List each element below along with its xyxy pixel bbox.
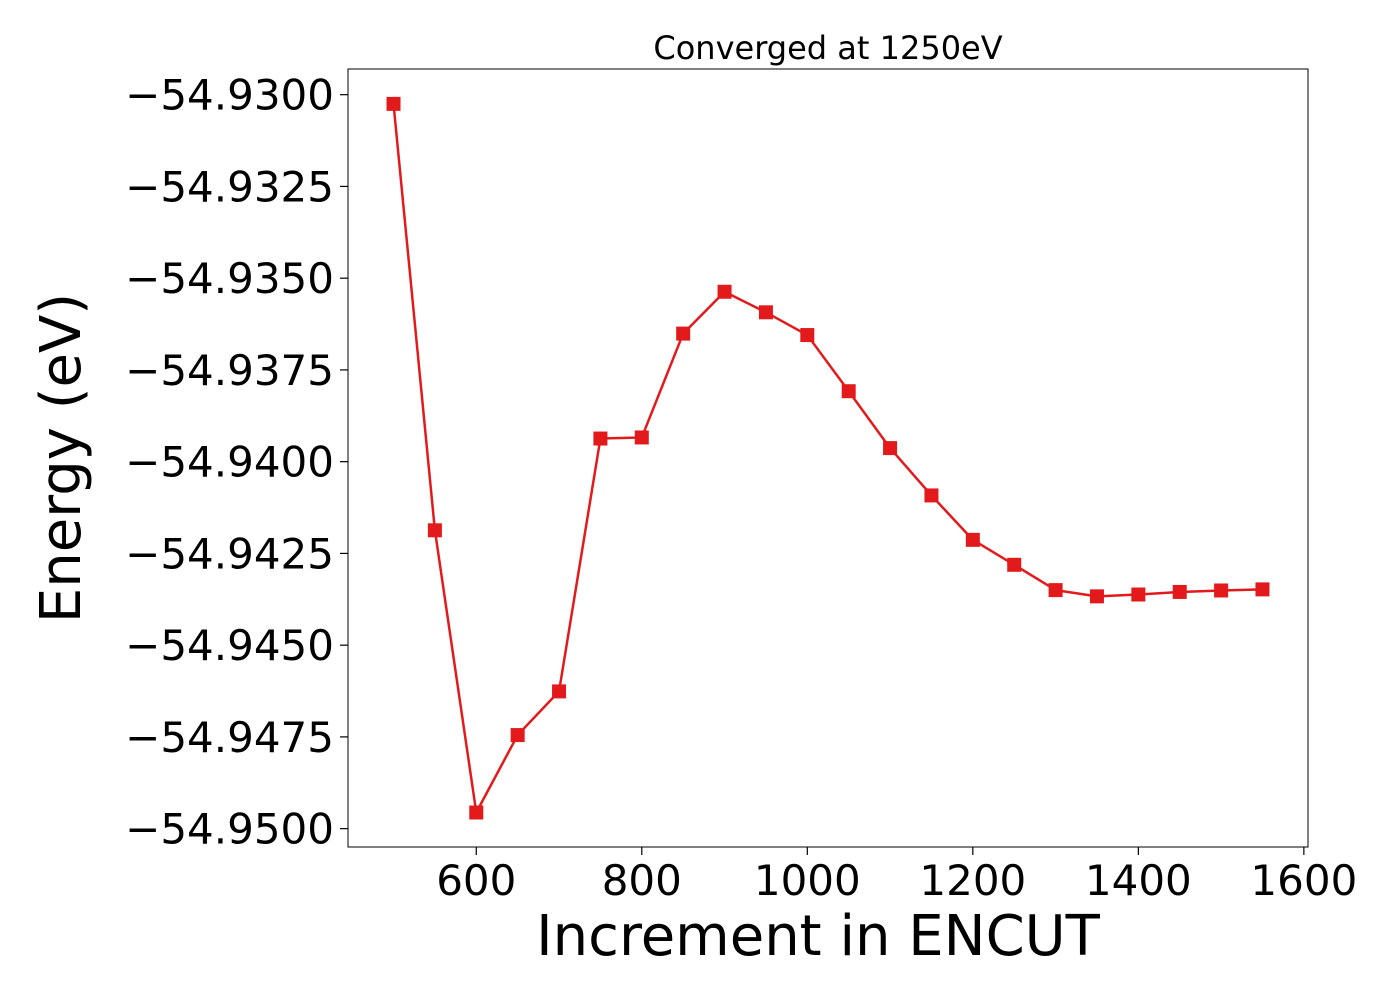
chart-title: Converged at 1250eV bbox=[653, 29, 1002, 67]
x-axis-label: Increment in ENCUT bbox=[536, 904, 1101, 969]
x-tick-label: 1600 bbox=[1250, 856, 1357, 905]
y-tick-label: −54.9500 bbox=[125, 805, 334, 854]
data-point bbox=[1255, 582, 1270, 597]
data-point bbox=[717, 284, 732, 299]
data-point bbox=[552, 684, 567, 699]
plot-frame bbox=[347, 68, 1309, 848]
y-tick-label: −54.9300 bbox=[125, 71, 334, 120]
data-point bbox=[883, 441, 898, 456]
data-point bbox=[676, 326, 691, 341]
data-point bbox=[1214, 583, 1229, 598]
y-tick-label: −54.9400 bbox=[125, 438, 334, 487]
x-tick-label: 1000 bbox=[754, 856, 861, 905]
data-point bbox=[510, 728, 525, 743]
data-point bbox=[593, 431, 608, 446]
data-point bbox=[924, 488, 939, 503]
x-tick-label: 1200 bbox=[919, 856, 1026, 905]
data-point bbox=[841, 384, 856, 399]
data-point bbox=[427, 523, 442, 538]
data-point bbox=[965, 532, 980, 547]
y-tick-label: −54.9450 bbox=[125, 621, 334, 670]
data-point bbox=[1172, 584, 1187, 599]
data-point bbox=[634, 430, 649, 445]
y-tick-label: −54.9350 bbox=[125, 254, 334, 303]
y-tick-label: −54.9325 bbox=[125, 162, 334, 211]
data-point bbox=[1089, 589, 1104, 604]
plot-area: 600 800 1000 1200 1400 1600 −54.9300 −54.9325 −5… bbox=[125, 68, 1357, 905]
data-point bbox=[1007, 557, 1022, 572]
x-tick-label: 1400 bbox=[1085, 856, 1192, 905]
data-point bbox=[1131, 587, 1146, 602]
y-tick-label: −54.9375 bbox=[125, 346, 334, 395]
y-axis-label: Energy (eV) bbox=[29, 293, 94, 623]
y-tick-label: −54.9425 bbox=[125, 529, 334, 578]
x-tick-label: 600 bbox=[436, 856, 516, 905]
y-tick-label: −54.9475 bbox=[125, 713, 334, 762]
data-point bbox=[386, 96, 401, 111]
data-point bbox=[758, 305, 773, 320]
series-line bbox=[392, 103, 1263, 814]
x-tick-label: 800 bbox=[602, 856, 682, 905]
data-point bbox=[1048, 583, 1063, 598]
data-point bbox=[469, 805, 484, 820]
data-point bbox=[800, 328, 815, 343]
